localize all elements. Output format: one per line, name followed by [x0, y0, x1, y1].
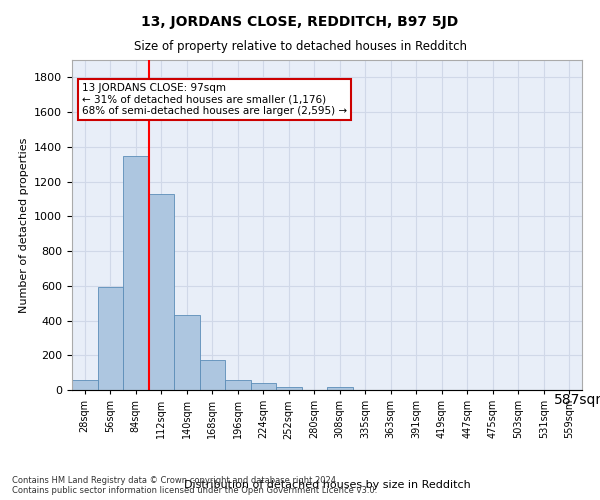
Bar: [251, 383, 276, 390]
Bar: [149, 194, 174, 390]
Text: Contains HM Land Registry data © Crown copyright and database right 2024.
Contai: Contains HM Land Registry data © Crown c…: [12, 476, 377, 495]
Text: Size of property relative to detached houses in Redditch: Size of property relative to detached ho…: [133, 40, 467, 53]
Bar: [327, 388, 353, 390]
Text: 13 JORDANS CLOSE: 97sqm
← 31% of detached houses are smaller (1,176)
68% of semi: 13 JORDANS CLOSE: 97sqm ← 31% of detache…: [82, 83, 347, 116]
Bar: [199, 360, 225, 390]
Bar: [72, 380, 97, 390]
Y-axis label: Number of detached properties: Number of detached properties: [19, 138, 29, 312]
Bar: [174, 316, 199, 390]
Text: 13, JORDANS CLOSE, REDDITCH, B97 5JD: 13, JORDANS CLOSE, REDDITCH, B97 5JD: [142, 15, 458, 29]
Bar: [97, 286, 123, 390]
Bar: [123, 156, 149, 390]
Bar: [276, 388, 302, 390]
Bar: [225, 380, 251, 390]
X-axis label: Distribution of detached houses by size in Redditch: Distribution of detached houses by size …: [184, 480, 470, 490]
